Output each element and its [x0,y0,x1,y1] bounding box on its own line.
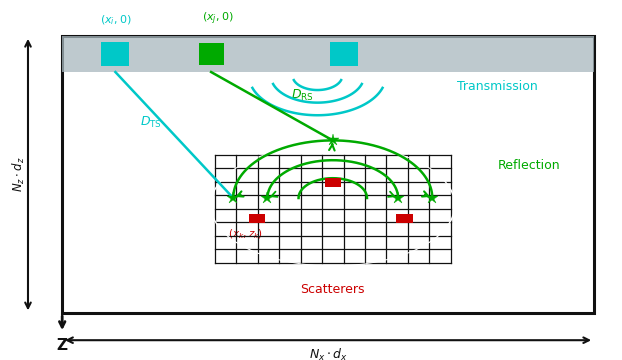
Text: $D_{\rm TS}$: $D_{\rm TS}$ [140,114,162,130]
Text: $(x_j, 0)$: $(x_j, 0)$ [202,10,233,27]
Bar [62,36,594,313]
Text: $N_x \cdot d_x$: $N_x \cdot d_x$ [309,347,348,360]
Text: Reflection: Reflection [498,159,560,172]
Bar [249,214,265,222]
Bar [396,214,412,222]
Text: $(x_i, 0)$: $(x_i, 0)$ [100,13,131,27]
Text: Z: Z [57,338,68,353]
Text: $(x_k, z_k)$: $(x_k, z_k)$ [228,227,264,241]
Bar [62,36,594,72]
Bar [325,178,341,186]
Text: Scatterers: Scatterers [300,283,365,296]
Text: $D_{\rm RS}$: $D_{\rm RS}$ [290,87,313,103]
Bar [198,43,223,65]
Text: Transmission: Transmission [457,80,538,93]
Bar [101,42,129,66]
Text: $N_z \cdot d_z$: $N_z \cdot d_z$ [11,157,27,193]
Bar [330,42,358,66]
